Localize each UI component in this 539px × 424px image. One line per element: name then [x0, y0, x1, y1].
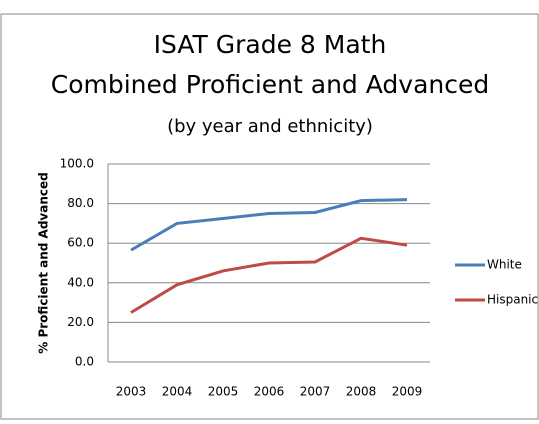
- chart-title: Combined Proficient and Advanced: [51, 70, 490, 99]
- y-tick-label: 100.0: [60, 157, 94, 171]
- series-line: [130, 236, 408, 314]
- y-tick-label: 60.0: [67, 236, 94, 250]
- x-tick-label: 2003: [116, 385, 147, 399]
- legend-label: Hispanic: [487, 293, 538, 307]
- x-tick-label: 2005: [208, 385, 239, 399]
- legend-label: White: [487, 258, 522, 272]
- x-tick-label: 2009: [392, 385, 423, 399]
- x-tick-label: 2006: [254, 385, 285, 399]
- y-axis-label: % Proficient and Advanced: [37, 172, 51, 353]
- y-tick-label: 40.0: [67, 275, 94, 289]
- chart-subtitle: (by year and ethnicity): [167, 116, 373, 137]
- y-tick-label: 0.0: [75, 355, 94, 369]
- chart-border: [0, 13, 539, 420]
- x-tick-label: 2008: [346, 385, 377, 399]
- x-tick-label: 2004: [162, 385, 193, 399]
- series-line: [130, 198, 408, 252]
- chart-title: ISAT Grade 8 Math: [154, 30, 387, 59]
- y-tick-label: 20.0: [67, 315, 94, 329]
- y-tick-label: 80.0: [67, 196, 94, 210]
- x-tick-label: 2007: [300, 385, 331, 399]
